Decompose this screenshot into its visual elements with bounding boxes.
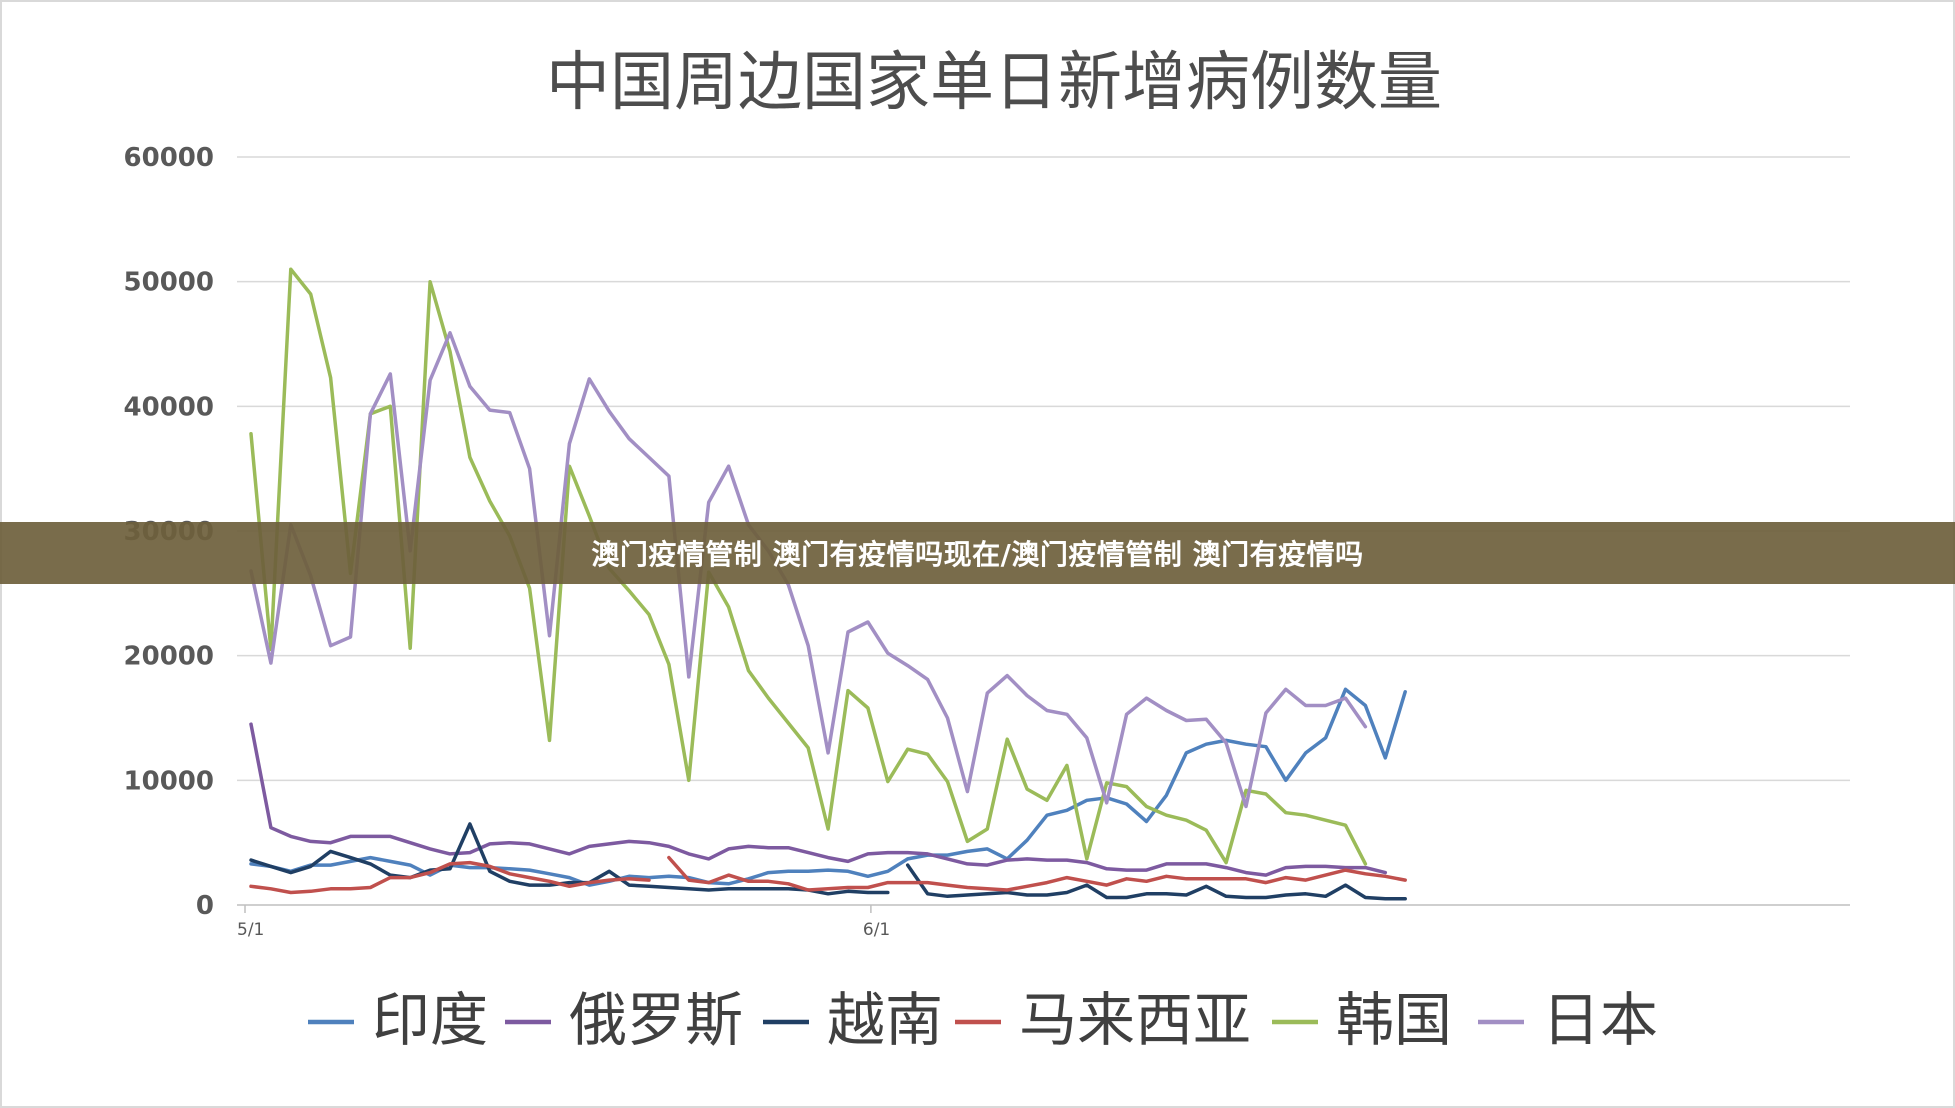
legend-label: 韩国 [1336,986,1452,1054]
x-tick-label: 5/1 [237,920,264,940]
y-tick-label: 50000 [124,268,214,298]
series-lines [249,267,1407,901]
overlay-banner: 澳门疫情管制 澳门有疫情吗现在/澳门疫情管制 澳门有疫情吗 [0,522,1955,584]
y-tick-label: 0 [196,891,214,921]
legend-label: 越南 [827,986,943,1054]
legend-label: 印度 [372,986,488,1054]
series-line-3 [667,855,1407,892]
legend-label: 日本 [1542,986,1658,1054]
y-tick-label: 20000 [124,642,214,672]
y-tick-label: 60000 [124,143,214,173]
banner-text: 澳门疫情管制 澳门有疫情吗现在/澳门疫情管制 澳门有疫情吗 [591,538,1364,571]
x-axis: 5/1 6/1 [237,905,890,940]
series-line-5 [249,331,1368,809]
legend: 印度 俄罗斯 越南 马来西亚 韩国 日本 [308,986,1658,1054]
legend-label: 俄罗斯 [569,986,743,1054]
y-tick-label: 10000 [124,766,214,796]
series-line-3 [249,860,651,895]
y-tick-label: 40000 [124,392,214,422]
series-line-4 [249,267,1368,866]
chart-title: 中国周边国家单日新增病例数量 [546,46,1442,120]
series-line-1 [249,722,1388,877]
series-line-2 [249,822,890,896]
series-line-2 [905,863,1407,901]
x-tick-label: 6/1 [863,920,890,940]
legend-label: 马来西亚 [1019,986,1251,1054]
